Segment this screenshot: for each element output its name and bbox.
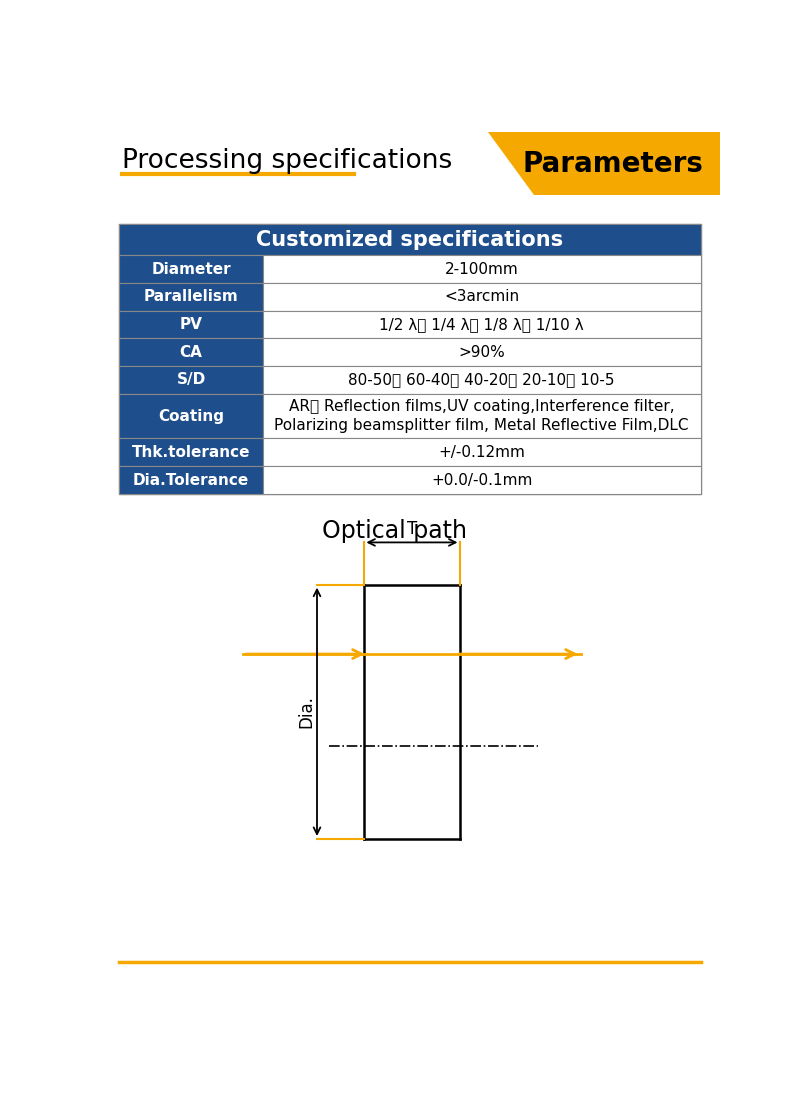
Text: T: T — [407, 520, 417, 538]
Text: CA: CA — [180, 344, 202, 360]
Bar — [119, 394, 262, 439]
Text: <3arcmin: <3arcmin — [444, 289, 519, 305]
Text: Diameter: Diameter — [151, 262, 231, 276]
Text: Dia.Tolerance: Dia.Tolerance — [133, 473, 249, 487]
Text: +/-0.12mm: +/-0.12mm — [438, 444, 525, 460]
Text: Coating: Coating — [158, 408, 224, 424]
Text: Optical path: Optical path — [322, 519, 467, 543]
Text: 1/2 λ、 1/4 λ、 1/8 λ、 1/10 λ: 1/2 λ、 1/4 λ、 1/8 λ、 1/10 λ — [379, 317, 584, 332]
Bar — [262, 466, 701, 494]
Text: AR、 Reflection films,UV coating,Interference filter,: AR、 Reflection films,UV coating,Interfer… — [289, 399, 674, 415]
Text: Thk.tolerance: Thk.tolerance — [132, 444, 250, 460]
Bar — [119, 224, 701, 255]
Bar — [262, 439, 701, 466]
Bar — [262, 255, 701, 283]
Text: Processing specifications: Processing specifications — [122, 148, 452, 174]
Text: Customized specifications: Customized specifications — [257, 230, 563, 250]
Text: +0.0/-0.1mm: +0.0/-0.1mm — [431, 473, 532, 487]
Polygon shape — [487, 132, 720, 195]
Text: Dia.: Dia. — [297, 695, 315, 728]
Text: S/D: S/D — [177, 373, 206, 387]
Text: Parameters: Parameters — [522, 151, 703, 178]
Bar — [119, 366, 262, 394]
Bar — [119, 466, 262, 494]
Bar — [119, 310, 262, 339]
Text: Parallelism: Parallelism — [144, 289, 238, 305]
Text: 2-100mm: 2-100mm — [445, 262, 518, 276]
Bar — [262, 366, 701, 394]
Bar — [119, 224, 701, 494]
Bar — [262, 394, 701, 439]
Bar — [262, 339, 701, 366]
Bar — [119, 439, 262, 466]
Text: Polarizing beamsplitter film, Metal Reflective Film,DLC: Polarizing beamsplitter film, Metal Refl… — [274, 418, 689, 433]
Bar — [262, 310, 701, 339]
Text: 80-50、 60-40、 40-20、 20-10、 10-5: 80-50、 60-40、 40-20、 20-10、 10-5 — [349, 373, 615, 387]
Text: PV: PV — [180, 317, 202, 332]
Text: >90%: >90% — [458, 344, 505, 360]
Bar — [119, 283, 262, 310]
Bar — [262, 283, 701, 310]
Bar — [119, 339, 262, 366]
Bar — [119, 255, 262, 283]
